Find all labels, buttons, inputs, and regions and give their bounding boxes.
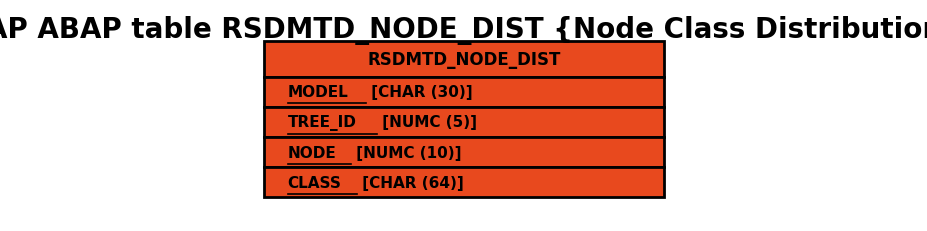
Bar — [264, 77, 663, 107]
Text: [NUMC (10)]: [NUMC (10)] — [350, 145, 461, 160]
Text: RSDMTD_NODE_DIST: RSDMTD_NODE_DIST — [367, 51, 560, 68]
Bar — [264, 137, 663, 167]
Text: CLASS: CLASS — [287, 175, 341, 190]
Text: [NUMC (5)]: [NUMC (5)] — [376, 115, 476, 130]
Text: [CHAR (64)]: [CHAR (64)] — [357, 175, 464, 190]
Text: NODE: NODE — [287, 145, 337, 160]
Text: MODEL: MODEL — [287, 85, 348, 100]
Bar — [264, 167, 663, 198]
Bar — [264, 42, 663, 77]
Text: TREE_ID: TREE_ID — [287, 115, 356, 130]
Bar — [264, 107, 663, 137]
Text: SAP ABAP table RSDMTD_NODE_DIST {Node Class Distribution}: SAP ABAP table RSDMTD_NODE_DIST {Node Cl… — [0, 16, 927, 45]
Text: [CHAR (30)]: [CHAR (30)] — [365, 85, 472, 100]
